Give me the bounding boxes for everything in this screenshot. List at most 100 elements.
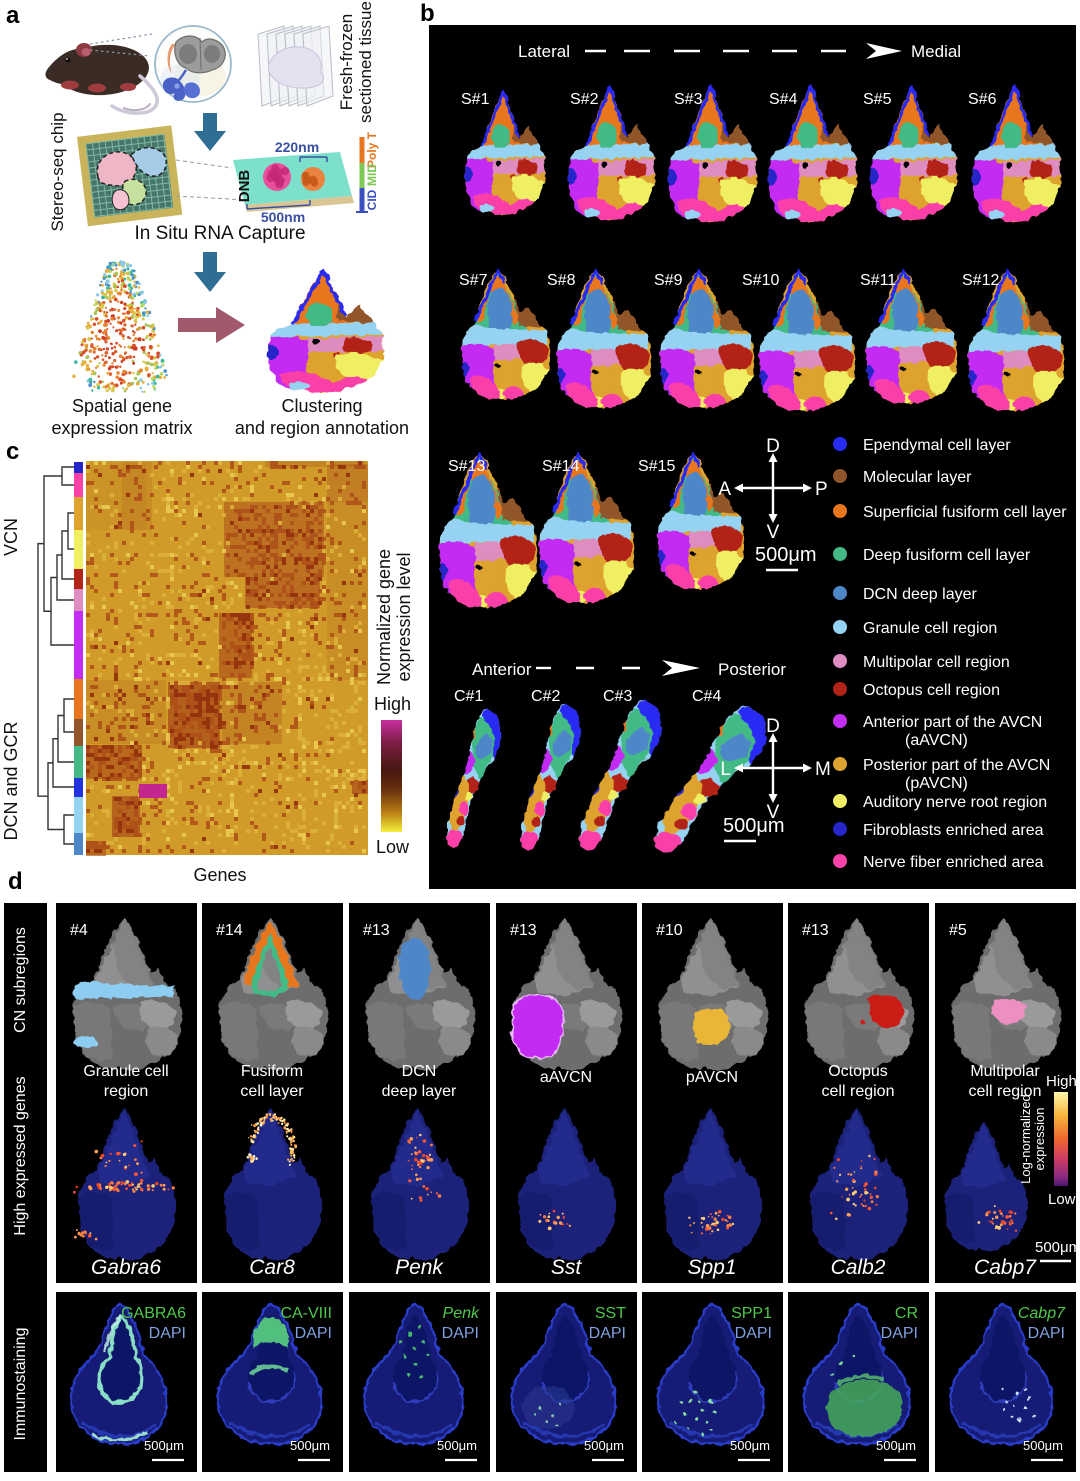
svg-text:DAPI: DAPI	[295, 1325, 332, 1342]
svg-text:Fusiform: Fusiform	[241, 1063, 303, 1080]
svg-text:(aAVCN): (aAVCN)	[905, 732, 968, 749]
svg-text:500μm: 500μm	[1023, 1438, 1063, 1453]
svg-text:S#14: S#14	[542, 458, 579, 475]
svg-text:Clustering: Clustering	[281, 396, 362, 416]
svg-text:Fibroblasts enriched area: Fibroblasts enriched area	[863, 822, 1044, 839]
svg-text:DAPI: DAPI	[589, 1325, 626, 1342]
svg-text:DCN deep layer: DCN deep layer	[863, 586, 978, 603]
svg-text:500μm: 500μm	[730, 1438, 770, 1453]
svg-text:Low: Low	[1048, 1191, 1076, 1208]
svg-text:Spp1: Spp1	[687, 1256, 736, 1279]
svg-text:#13: #13	[510, 922, 537, 939]
svg-text:expression matrix: expression matrix	[51, 418, 192, 438]
svg-text:cell region: cell region	[969, 1083, 1042, 1100]
svg-text:C#4: C#4	[692, 688, 721, 705]
svg-text:500μm: 500μm	[290, 1438, 330, 1453]
svg-text:Anterior: Anterior	[472, 660, 532, 679]
svg-text:Posterior part of the AVCN: Posterior part of the AVCN	[863, 757, 1050, 774]
svg-text:Multipolar cell region: Multipolar cell region	[863, 654, 1010, 671]
svg-text:Lateral: Lateral	[518, 42, 570, 61]
svg-text:SST: SST	[595, 1305, 626, 1322]
svg-text:Sst: Sst	[551, 1256, 583, 1279]
svg-text:DAPI: DAPI	[149, 1325, 186, 1342]
svg-text:Genes: Genes	[193, 865, 246, 885]
svg-text:#13: #13	[363, 922, 390, 939]
svg-text:P: P	[815, 479, 828, 500]
svg-text:Log-normalized: Log-normalized	[1018, 1094, 1033, 1184]
svg-text:500μm: 500μm	[584, 1438, 624, 1453]
svg-text:Granule cell region: Granule cell region	[863, 620, 997, 637]
svg-text:S#15: S#15	[638, 458, 675, 475]
svg-text:deep layer: deep layer	[382, 1083, 457, 1100]
svg-text:DAPI: DAPI	[1028, 1325, 1065, 1342]
svg-text:CR: CR	[895, 1305, 918, 1322]
svg-text:Poly T: Poly T	[365, 131, 379, 168]
svg-text:DCN: DCN	[402, 1063, 437, 1080]
svg-text:S#10: S#10	[742, 272, 779, 289]
svg-text:Octopus: Octopus	[828, 1063, 888, 1080]
svg-text:Cabp7: Cabp7	[974, 1256, 1037, 1279]
svg-text:Calb2: Calb2	[831, 1256, 886, 1279]
svg-text:Superficial fusiform cell laye: Superficial fusiform cell layer	[863, 504, 1067, 521]
svg-text:S#13: S#13	[448, 458, 485, 475]
svg-text:MID: MID	[365, 164, 379, 186]
svg-text:500μm: 500μm	[755, 544, 817, 566]
svg-text:Fresh-frozen: Fresh-frozen	[337, 14, 356, 110]
svg-text:Normalized gene: Normalized gene	[374, 549, 394, 685]
svg-text:DAPI: DAPI	[442, 1325, 479, 1342]
svg-text:High: High	[1046, 1073, 1077, 1090]
svg-text:sectioned tissue: sectioned tissue	[356, 1, 375, 123]
svg-text:V: V	[767, 522, 780, 543]
svg-text:Spatial gene: Spatial gene	[72, 396, 172, 416]
svg-text:cell layer: cell layer	[240, 1083, 304, 1100]
svg-text:VCN: VCN	[1, 518, 21, 556]
svg-text:S#12: S#12	[962, 272, 999, 289]
svg-text:GABRA6: GABRA6	[121, 1305, 186, 1322]
svg-text:C#3: C#3	[603, 688, 632, 705]
svg-text:Deep fusiform cell layer: Deep fusiform cell layer	[863, 547, 1031, 564]
svg-text:expression: expression	[1032, 1108, 1047, 1171]
svg-text:DCN and GCR: DCN and GCR	[1, 721, 21, 840]
svg-text:High: High	[374, 694, 411, 714]
svg-text:Posterior: Posterior	[718, 660, 786, 679]
svg-text:In Situ RNA Capture: In Situ RNA Capture	[134, 223, 305, 244]
svg-text:Multipolar: Multipolar	[970, 1063, 1040, 1080]
svg-text:D: D	[766, 716, 780, 737]
svg-text:expression level: expression level	[394, 552, 414, 681]
svg-text:CN subregions: CN subregions	[12, 927, 29, 1033]
svg-text:D: D	[766, 436, 780, 457]
svg-text:S#11: S#11	[860, 272, 896, 289]
svg-text:S#3: S#3	[674, 91, 703, 108]
svg-text:DAPI: DAPI	[881, 1325, 918, 1342]
svg-text:Cabp7: Cabp7	[1018, 1305, 1066, 1322]
svg-text:pAVCN: pAVCN	[686, 1069, 738, 1086]
svg-text:S#2: S#2	[570, 91, 599, 108]
svg-text:220nm: 220nm	[275, 139, 319, 155]
svg-text:M: M	[815, 759, 831, 780]
svg-text:#14: #14	[216, 922, 243, 939]
svg-text:cell region: cell region	[822, 1083, 895, 1100]
svg-text:C#2: C#2	[531, 688, 560, 705]
svg-text:DAPI: DAPI	[735, 1325, 772, 1342]
svg-text:Penk: Penk	[395, 1256, 444, 1279]
svg-text:High expressed genes: High expressed genes	[12, 1076, 29, 1235]
svg-text:#10: #10	[656, 922, 683, 939]
svg-text:L: L	[720, 759, 731, 780]
svg-text:CA-VIII: CA-VIII	[280, 1305, 332, 1322]
svg-text:#4: #4	[70, 922, 88, 939]
svg-text:Penk: Penk	[443, 1305, 480, 1322]
svg-text:Gabra6: Gabra6	[91, 1256, 161, 1279]
svg-text:S#5: S#5	[863, 91, 892, 108]
svg-text:Octopus cell region: Octopus cell region	[863, 682, 1000, 699]
svg-text:Ependymal cell layer: Ependymal cell layer	[863, 437, 1011, 454]
svg-text:SPP1: SPP1	[731, 1305, 772, 1322]
svg-text:S#6: S#6	[968, 91, 997, 108]
svg-text:Auditory nerve root region: Auditory nerve root region	[863, 794, 1047, 811]
svg-text:S#1: S#1	[461, 91, 490, 108]
svg-text:500μm: 500μm	[1035, 1239, 1080, 1256]
svg-text:500μm: 500μm	[144, 1438, 184, 1453]
svg-text:Anterior part of the AVCN: Anterior part of the AVCN	[863, 714, 1042, 731]
svg-text:500μm: 500μm	[876, 1438, 916, 1453]
svg-text:region: region	[104, 1083, 148, 1100]
svg-text:S#9: S#9	[654, 272, 683, 289]
